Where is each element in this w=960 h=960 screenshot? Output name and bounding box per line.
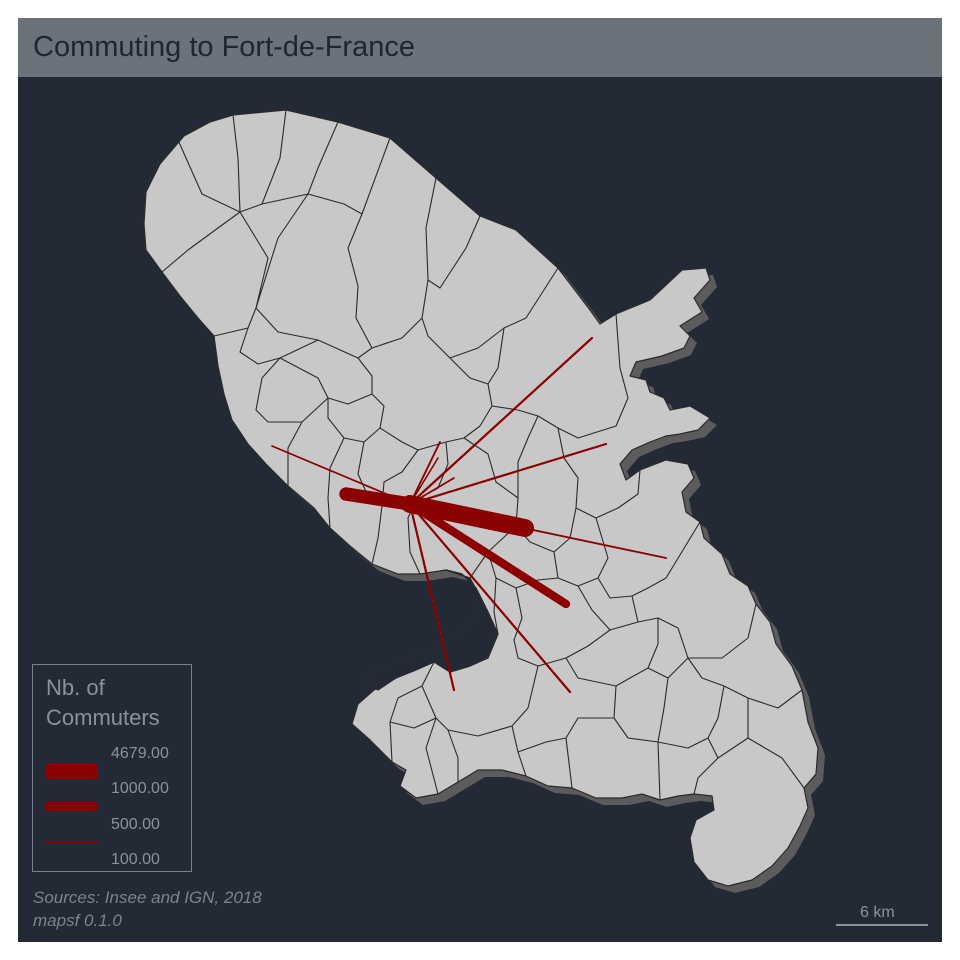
legend: Nb. of Commuters 4679.00 1000.00 500.00 … <box>32 664 192 872</box>
scale-bar <box>836 924 928 926</box>
scale-bar-label: 6 km <box>860 904 895 921</box>
legend-title-line1: Nb. of <box>46 675 105 700</box>
legend-title-line2: Commuters <box>46 705 160 730</box>
legend-line-500 <box>46 841 98 843</box>
island <box>143 109 819 887</box>
title-bar: Commuting to Fort-de-France <box>18 18 942 77</box>
flow-lines <box>271 336 667 694</box>
credits-package: mapsf 0.1.0 <box>33 911 122 930</box>
flow-line-le-morne-rouge <box>409 477 455 505</box>
flow-line-le-saint-esprit <box>409 503 667 559</box>
legend-value-500: 500.00 <box>111 816 160 833</box>
flow-line-saint-joseph <box>409 441 441 505</box>
credits: Sources: Insee and IGN, 2018 mapsf 0.1.0 <box>33 886 262 932</box>
legend-value-4679: 4679.00 <box>111 745 169 762</box>
map-frame: Commuting to Fort-de-France Nb. of Commu… <box>18 18 942 942</box>
flow-line-le-lorrain <box>409 457 439 505</box>
map-title: Commuting to Fort-de-France <box>33 31 415 63</box>
legend-value-1000: 1000.00 <box>111 780 169 797</box>
flow-line-le-fran-ois <box>408 442 608 506</box>
map <box>143 109 825 893</box>
legend-line-1000 <box>46 802 98 811</box>
legend-line-4679 <box>46 764 98 779</box>
legend-value-100: 100.00 <box>111 851 160 868</box>
flow-line-le-robert <box>408 336 594 506</box>
flow-line-schoelcher <box>339 487 417 511</box>
flow-line-le-carbet <box>271 445 411 505</box>
flow-line-rivi-re-sal-e <box>408 502 572 694</box>
bay <box>362 569 499 691</box>
credits-sources: Sources: Insee and IGN, 2018 <box>33 888 262 907</box>
flow-line-les-trois-lets <box>408 502 456 692</box>
island-outline <box>143 109 819 887</box>
flow-line-ducos <box>405 499 571 609</box>
